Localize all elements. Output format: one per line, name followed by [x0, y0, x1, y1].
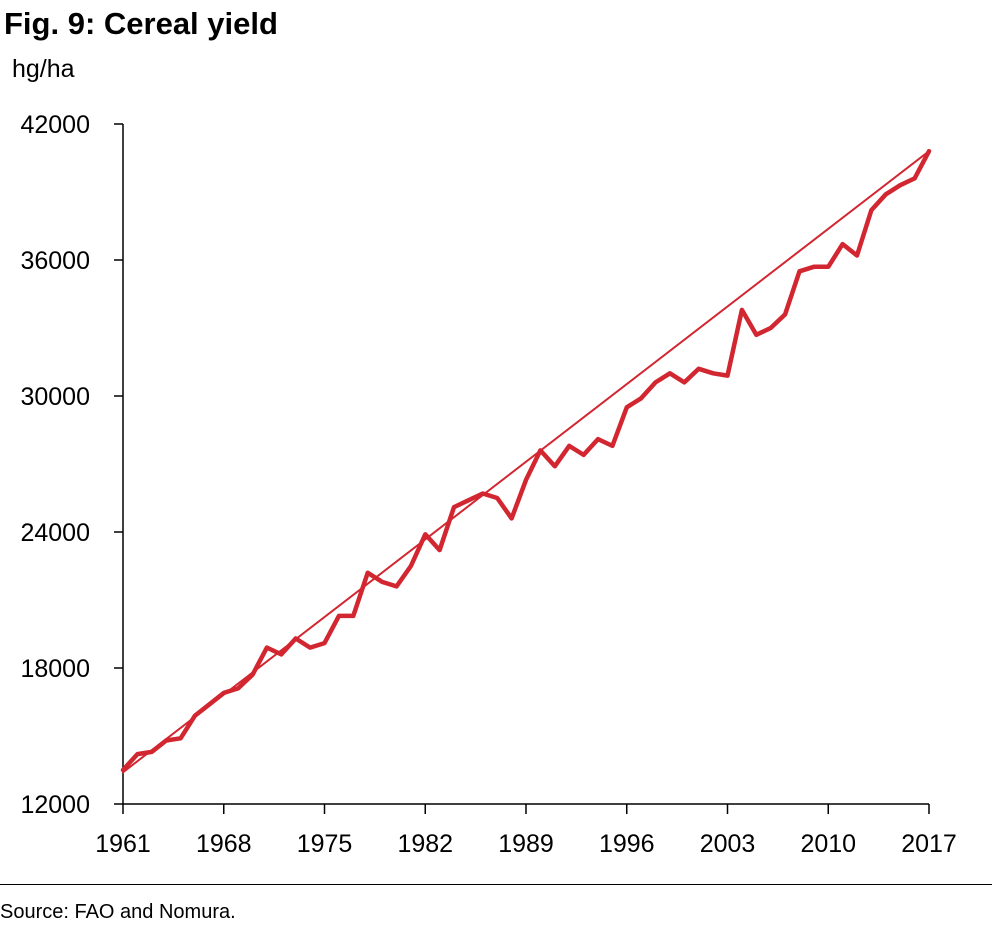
y-tick-label: 36000: [20, 247, 90, 275]
y-axis: 12000 18000 24000 30000 36000 42000: [20, 111, 124, 819]
x-axis: 1961 1968 1975 1982 1989 1996 2003 2010 2017: [95, 803, 957, 858]
y-axis-unit-label: hg/ha: [12, 55, 75, 83]
y-tick-label: 24000: [20, 519, 90, 547]
source-divider: [0, 884, 992, 885]
source-note: Source: FAO and Nomura.: [0, 901, 236, 923]
y-tick-label: 42000: [20, 111, 90, 139]
x-tick-label: 1968: [196, 830, 252, 858]
series-layer: [120, 148, 932, 774]
chart-title: Fig. 9: Cereal yield: [4, 6, 278, 41]
cereal-yield-line: [120, 148, 932, 773]
y-tick-label: 18000: [20, 655, 90, 683]
x-tick-label: 1975: [297, 830, 353, 858]
x-tick-label: 2010: [800, 830, 856, 858]
y-tick-label: 12000: [20, 791, 90, 819]
x-tick-label: 1961: [95, 830, 151, 858]
x-tick-label: 2017: [901, 830, 957, 858]
x-tick-label: 1989: [498, 830, 554, 858]
x-tick-label: 2003: [700, 830, 756, 858]
y-tick-label: 30000: [20, 383, 90, 411]
x-tick-label: 1982: [397, 830, 453, 858]
x-tick-label: 1996: [599, 830, 655, 858]
trend-line: [122, 150, 930, 774]
